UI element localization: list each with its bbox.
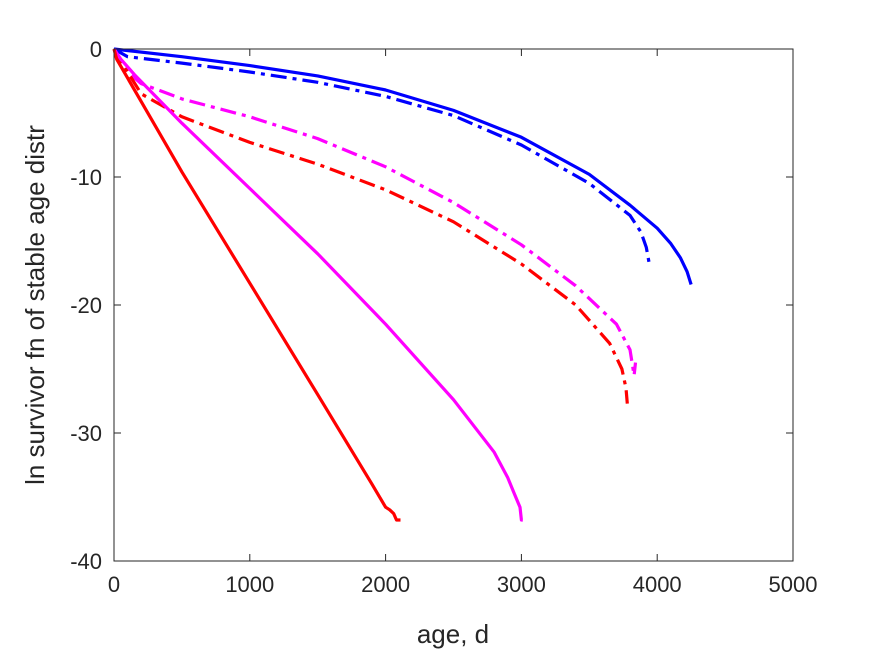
x-axis-label: age, d bbox=[417, 619, 489, 649]
x-tick-label: 0 bbox=[108, 572, 120, 597]
x-tick-label: 2000 bbox=[361, 572, 410, 597]
plot-background bbox=[114, 49, 793, 561]
y-tick-label: -20 bbox=[70, 293, 102, 318]
x-tick-label: 3000 bbox=[497, 572, 546, 597]
series-layer bbox=[112, 47, 693, 522]
x-tick-label: 1000 bbox=[225, 572, 274, 597]
y-tick-label: 0 bbox=[90, 37, 102, 62]
series-line-3 bbox=[112, 48, 638, 377]
x-tick-label: 5000 bbox=[769, 572, 818, 597]
y-axis-label: ln survivor fn of stable age distr bbox=[20, 125, 50, 485]
y-tick-label: -40 bbox=[70, 549, 102, 574]
y-tick-label: -30 bbox=[70, 421, 102, 446]
series-line-4 bbox=[112, 48, 629, 404]
series-line-5 bbox=[112, 48, 524, 522]
series-line-6 bbox=[112, 48, 401, 522]
x-tick-label: 4000 bbox=[633, 572, 682, 597]
tick-layer: 0 1000 2000 3000 4000 5000 0 -10 -20 -30 -40 bbox=[70, 37, 817, 597]
series-line-1 bbox=[113, 47, 693, 285]
y-tick-label: -10 bbox=[70, 165, 102, 190]
series-line-2 bbox=[113, 47, 651, 264]
plot-frame bbox=[113, 48, 794, 562]
